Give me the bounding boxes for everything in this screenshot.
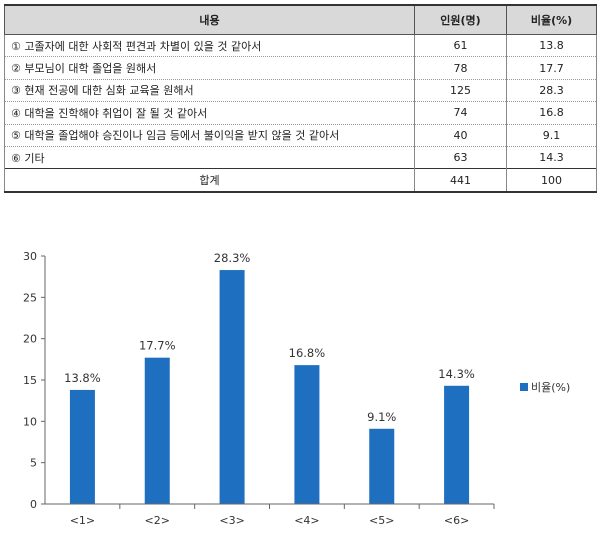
row-label: ② 부모님이 대학 졸업을 원해서 [4,56,415,80]
table-row: ⑤ 대학을 졸업해야 승진이나 임금 등에서 불이익을 받지 않을 것 같아서 … [4,124,597,147]
x-axis: <1> <2> <3> <4> <5> <6> [45,503,495,527]
row-count: 63 [414,146,507,170]
y-tick-label: 10 [23,415,37,428]
row-ratio: 17.7 [506,56,597,80]
total-count: 441 [414,168,507,193]
x-tick-label: <4> [294,514,319,527]
table-header-row: 내용 인원(명) 비율(%) [4,4,597,35]
row-label: ⑤ 대학을 졸업해야 승진이나 임금 등에서 불이익을 받지 않을 것 같아서 [4,124,415,147]
bar [69,389,95,504]
bar [294,365,320,504]
total-ratio: 100 [506,168,597,193]
row-ratio: 13.8 [506,34,597,58]
row-count: 40 [414,124,507,147]
row-ratio: 14.3 [506,146,597,170]
row-count: 125 [414,79,507,103]
total-label: 합계 [4,168,415,193]
y-tick-label: 0 [30,498,37,511]
x-tick-label: <1> [70,514,95,527]
x-tick-label: <2> [145,514,170,527]
bar [144,357,170,504]
x-tick-label: <6> [444,514,469,527]
row-label: ⑥ 기타 [4,146,415,170]
header-count: 인원(명) [414,4,507,35]
y-tick-label: 20 [23,333,37,346]
y-tick-label: 5 [30,457,37,470]
table-row: ③ 현재 전공에 대한 심화 교육을 원해서 125 28.3 [4,79,597,103]
bar [219,270,245,504]
y-tick-label: 15 [23,374,37,387]
table-row: ⑥ 기타 63 14.3 [4,146,597,170]
row-label: ④ 대학을 진학해야 취업이 잘 될 것 같아서 [4,101,415,125]
data-label: 28.3% [214,251,251,265]
data-label: 17.7% [139,339,176,353]
table-row: ① 고졸자에 대한 사회적 편견과 차별이 있을 것 같아서 61 13.8 [4,34,597,58]
bar-chart: 0 5 10 15 20 25 30 13.8% 17.7% 28.3% 16.8% 9.1% 14.… [23,250,570,527]
row-count: 78 [414,56,507,80]
row-label: ① 고졸자에 대한 사회적 편견과 차별이 있을 것 같아서 [4,34,415,58]
bars: 13.8% 17.7% 28.3% 16.8% 9.1% 14.3% [64,251,475,504]
table-row: ② 부모님이 대학 졸업을 원해서 78 17.7 [4,56,597,80]
x-tick-label: <5> [369,514,394,527]
y-tick-label: 25 [23,291,37,304]
row-ratio: 28.3 [506,79,597,103]
y-tick-label: 30 [23,250,37,263]
data-label: 14.3% [438,367,475,381]
row-ratio: 9.1 [506,124,597,147]
data-label: 9.1% [367,410,396,424]
y-axis: 0 5 10 15 20 25 30 [23,250,46,511]
row-label: ③ 현재 전공에 대한 심화 교육을 원해서 [4,79,415,103]
data-label: 16.8% [289,346,326,360]
header-ratio: 비율(%) [506,4,597,35]
row-count: 61 [414,34,507,58]
survey-table: 내용 인원(명) 비율(%) ① 고졸자에 대한 사회적 편견과 차별이 있을 … [4,4,597,193]
legend: 비율(%) [520,381,570,394]
header-content: 내용 [4,4,415,35]
row-count: 74 [414,101,507,125]
total-row: 합계 441 100 [4,168,597,193]
table-row: ④ 대학을 진학해야 취업이 잘 될 것 같아서 74 16.8 [4,101,597,125]
row-ratio: 16.8 [506,101,597,125]
bar [444,385,470,504]
data-label: 13.8% [64,371,101,385]
legend-swatch [520,383,528,391]
bar [369,428,395,504]
x-tick-label: <3> [219,514,244,527]
legend-label: 비율(%) [531,381,570,394]
